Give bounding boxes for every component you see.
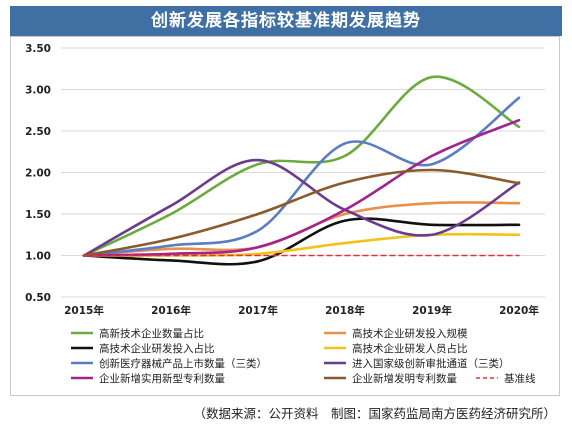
source-note: （数据来源：公开资料 制图：国家药监局南方医药经济研究所） bbox=[193, 406, 556, 421]
series-line-6 bbox=[82, 158, 521, 257]
y-tick-label: 3.00 bbox=[25, 85, 51, 97]
legend-label: 高技术企业研发投入占比 bbox=[99, 342, 215, 355]
series-line-3 bbox=[82, 217, 521, 266]
legend-label: 企业新增实用新型专利数量 bbox=[99, 372, 225, 385]
legend-label: 创新医疗器械产品上市数量（三类） bbox=[99, 357, 267, 370]
legend-label: 企业新增发明专利数量 bbox=[352, 372, 457, 385]
y-tick-label: 2.50 bbox=[25, 126, 51, 138]
x-tick-label: 2016年 bbox=[151, 304, 191, 317]
chart-frame: 0.50 1.00 1.50 2.00 2.50 3.00 3.50 2015年 2016年 20… bbox=[10, 36, 560, 396]
legend-label: 高技术企业研发人员占比 bbox=[352, 342, 468, 355]
y-tick-label: 1.00 bbox=[25, 251, 51, 263]
series-line-8 bbox=[82, 168, 521, 257]
series-line-7 bbox=[82, 118, 521, 257]
series-line-4 bbox=[82, 232, 521, 257]
legend-label: 高新技术企业数量占比 bbox=[99, 327, 204, 340]
x-tick-label: 2017年 bbox=[238, 304, 278, 317]
series-line-1 bbox=[82, 75, 521, 257]
x-tick-label: 2018年 bbox=[325, 304, 365, 317]
series-line-5 bbox=[82, 96, 521, 257]
y-tick-label: 3.50 bbox=[25, 43, 51, 55]
chart-title: 创新发展各指标较基准期发展趋势 bbox=[10, 6, 562, 36]
legend-label: 进入国家级创新审批通道（三类） bbox=[352, 357, 510, 370]
x-tick-label: 2020年 bbox=[499, 304, 539, 317]
line-chart: 0.50 1.00 1.50 2.00 2.50 3.00 3.50 2015年 2016年 20… bbox=[25, 43, 545, 385]
legend-label: 基准线 bbox=[504, 372, 536, 385]
legend-label: 高技术企业研发投入规模 bbox=[352, 327, 468, 340]
y-tick-label: 1.50 bbox=[25, 209, 51, 221]
x-tick-label: 2019年 bbox=[412, 304, 452, 317]
x-tick-label: 2015年 bbox=[64, 304, 104, 317]
y-tick-label: 0.50 bbox=[25, 292, 51, 304]
y-tick-label: 2.00 bbox=[25, 168, 51, 180]
